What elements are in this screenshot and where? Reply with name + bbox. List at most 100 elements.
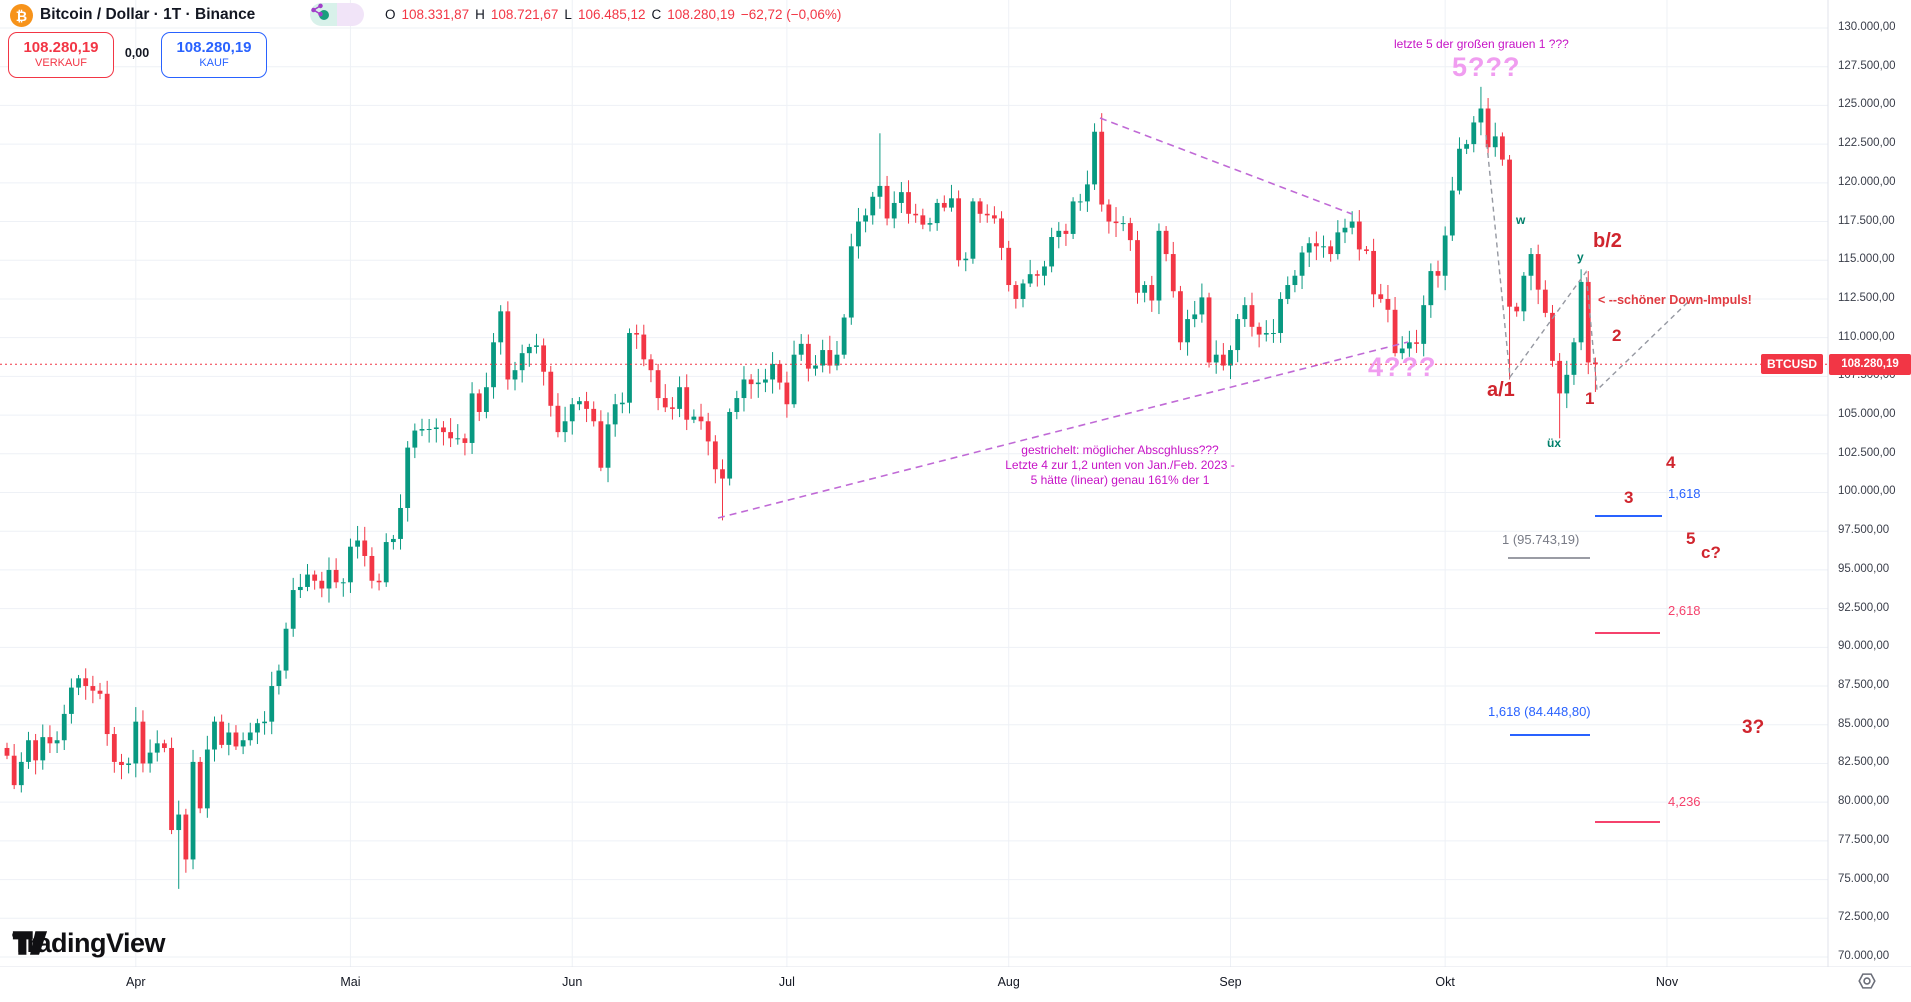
price-tick-label: 120.000,00 — [1838, 175, 1896, 188]
label-4[interactable]: 4 — [1666, 453, 1676, 472]
candle-body — [805, 343, 811, 369]
candle-body — [362, 540, 368, 556]
label-uex[interactable]: üx — [1547, 436, 1562, 450]
candle-body — [233, 732, 239, 747]
fib-1-label[interactable]: 1 (95.743,19) — [1502, 532, 1580, 547]
candle-body — [1385, 298, 1391, 310]
label-w[interactable]: w — [1516, 213, 1526, 227]
label-1[interactable]: 1 — [1585, 389, 1595, 408]
fib-1618-label[interactable]: 1,618 — [1668, 486, 1701, 501]
candle-body — [941, 202, 947, 208]
candle-body — [1378, 294, 1384, 299]
share-idea-button[interactable] — [311, 3, 364, 26]
note-gestrichelt-2[interactable]: Letzte 4 zur 1,2 unten von Jan./Feb. 202… — [1005, 458, 1235, 472]
candle-body — [906, 192, 911, 214]
candle-body — [18, 761, 24, 786]
price-tick-label: 130.000,00 — [1838, 21, 1896, 33]
candle-body — [934, 202, 940, 224]
note-down-impuls[interactable]: < --schöner Down-Impuls! — [1598, 293, 1752, 307]
candle-body — [770, 363, 775, 380]
month-label-okt: Okt — [1435, 975, 1455, 989]
symbol-title[interactable]: Bitcoin / Dollar · 1T · Binance — [40, 6, 256, 23]
candle-body — [305, 574, 310, 587]
price-tick-label: 112.500,00 — [1838, 291, 1895, 304]
price-tick-label: 92.500,00 — [1838, 601, 1890, 614]
note-letzte5[interactable]: letzte 5 der großen grauen 1 ??? — [1394, 37, 1569, 51]
price-tick-label: 90.000,00 — [1838, 640, 1890, 653]
candle-body — [355, 540, 360, 547]
candle-body — [1313, 243, 1319, 247]
note-gestrichelt-1[interactable]: gestrichelt: möglicher Abscghluss??? — [1021, 443, 1219, 457]
buy-button[interactable]: 108.280,19 KAUF — [161, 32, 267, 78]
ohlc-o-label: O — [385, 7, 396, 22]
label-y[interactable]: y — [1577, 250, 1584, 264]
descending-triangle-line[interactable] — [1099, 117, 1353, 215]
candle-body — [1085, 184, 1090, 202]
candle-body — [963, 258, 969, 261]
price-tick-label: 82.500,00 — [1838, 756, 1890, 769]
fib-1618b-label[interactable]: 1,618 (84.448,80) — [1488, 704, 1591, 719]
candle-body — [977, 201, 983, 214]
candle-body — [133, 721, 139, 764]
label-5[interactable]: 5 — [1686, 529, 1696, 548]
candle-body — [204, 749, 210, 809]
candle-body — [698, 416, 704, 422]
label-2[interactable]: 2 — [1612, 326, 1622, 345]
candle-body — [670, 407, 675, 409]
candle-body — [541, 345, 547, 372]
candle-body — [555, 405, 561, 433]
fib-4236-label[interactable]: 4,236 — [1668, 794, 1701, 809]
ohlc-c-value: 108.280,19 — [667, 7, 735, 22]
candle-body — [727, 411, 733, 479]
candle-body — [1113, 221, 1119, 224]
candle-body — [1449, 190, 1455, 236]
symbol-price-tag[interactable]: BTCUSD — [1761, 354, 1823, 375]
price-tick-label: 77.500,00 — [1838, 833, 1890, 846]
price-tick-label: 100.000,00 — [1838, 485, 1896, 498]
candle-body — [419, 429, 425, 431]
candle-body — [1249, 305, 1255, 327]
candle-body — [641, 334, 647, 360]
ohlc-c-label: C — [651, 7, 662, 22]
label-wave4[interactable]: 4??? — [1368, 352, 1437, 382]
candle-body — [119, 761, 124, 766]
price-axis[interactable]: 130.000,00 127.500,00 125.000,00 122.500,00… — [1829, 0, 1911, 967]
candle-body — [1271, 333, 1276, 335]
candle-body — [548, 371, 554, 406]
fib-2618-label[interactable]: 2,618 — [1668, 603, 1701, 618]
candle-body — [1220, 354, 1226, 366]
candle-body — [104, 693, 110, 735]
time-axis[interactable]: Apr Mai Jun Jul Aug Sep Okt Nov — [0, 967, 1911, 1002]
candle-body — [312, 574, 318, 581]
candle-body — [290, 590, 296, 629]
label-b2[interactable]: b/2 — [1593, 230, 1622, 252]
label-c[interactable]: c? — [1701, 543, 1721, 562]
axis-settings-button[interactable] — [1856, 970, 1886, 996]
candle-body — [569, 404, 575, 422]
label-a1[interactable]: a/1 — [1487, 379, 1515, 401]
candle-body — [1149, 285, 1155, 301]
candle-body — [584, 401, 589, 409]
candle-body — [820, 350, 826, 366]
price-tick-label: 87.500,00 — [1838, 679, 1890, 692]
ascending-triangle-line[interactable] — [717, 341, 1409, 519]
label-3[interactable]: 3 — [1624, 488, 1634, 507]
price-tick-label: 75.000,00 — [1838, 872, 1890, 885]
candle-body — [383, 542, 389, 583]
label-wave5[interactable]: 5??? — [1452, 52, 1521, 82]
note-gestrichelt-3[interactable]: 5 hätte (linear) genau 161% der 1 — [1030, 473, 1210, 487]
symbol-status-pill[interactable] — [310, 3, 364, 26]
ohlc-change: −62,72 (−0,06%) — [740, 7, 842, 22]
candle-body — [1428, 271, 1434, 306]
label-3q[interactable]: 3? — [1742, 717, 1765, 738]
sell-button[interactable]: 108.280,19 VERKAUF — [8, 32, 114, 78]
tradingview-watermark[interactable]: TradingView — [12, 928, 166, 959]
gray-wave-zigzag[interactable] — [1485, 134, 1689, 392]
price-tick-label: 122.500,00 — [1838, 137, 1896, 150]
candle-body — [1285, 285, 1291, 299]
candle-body — [283, 628, 289, 671]
candle-body — [1535, 254, 1541, 290]
candle-body — [1306, 243, 1312, 253]
candle-body — [562, 421, 568, 433]
